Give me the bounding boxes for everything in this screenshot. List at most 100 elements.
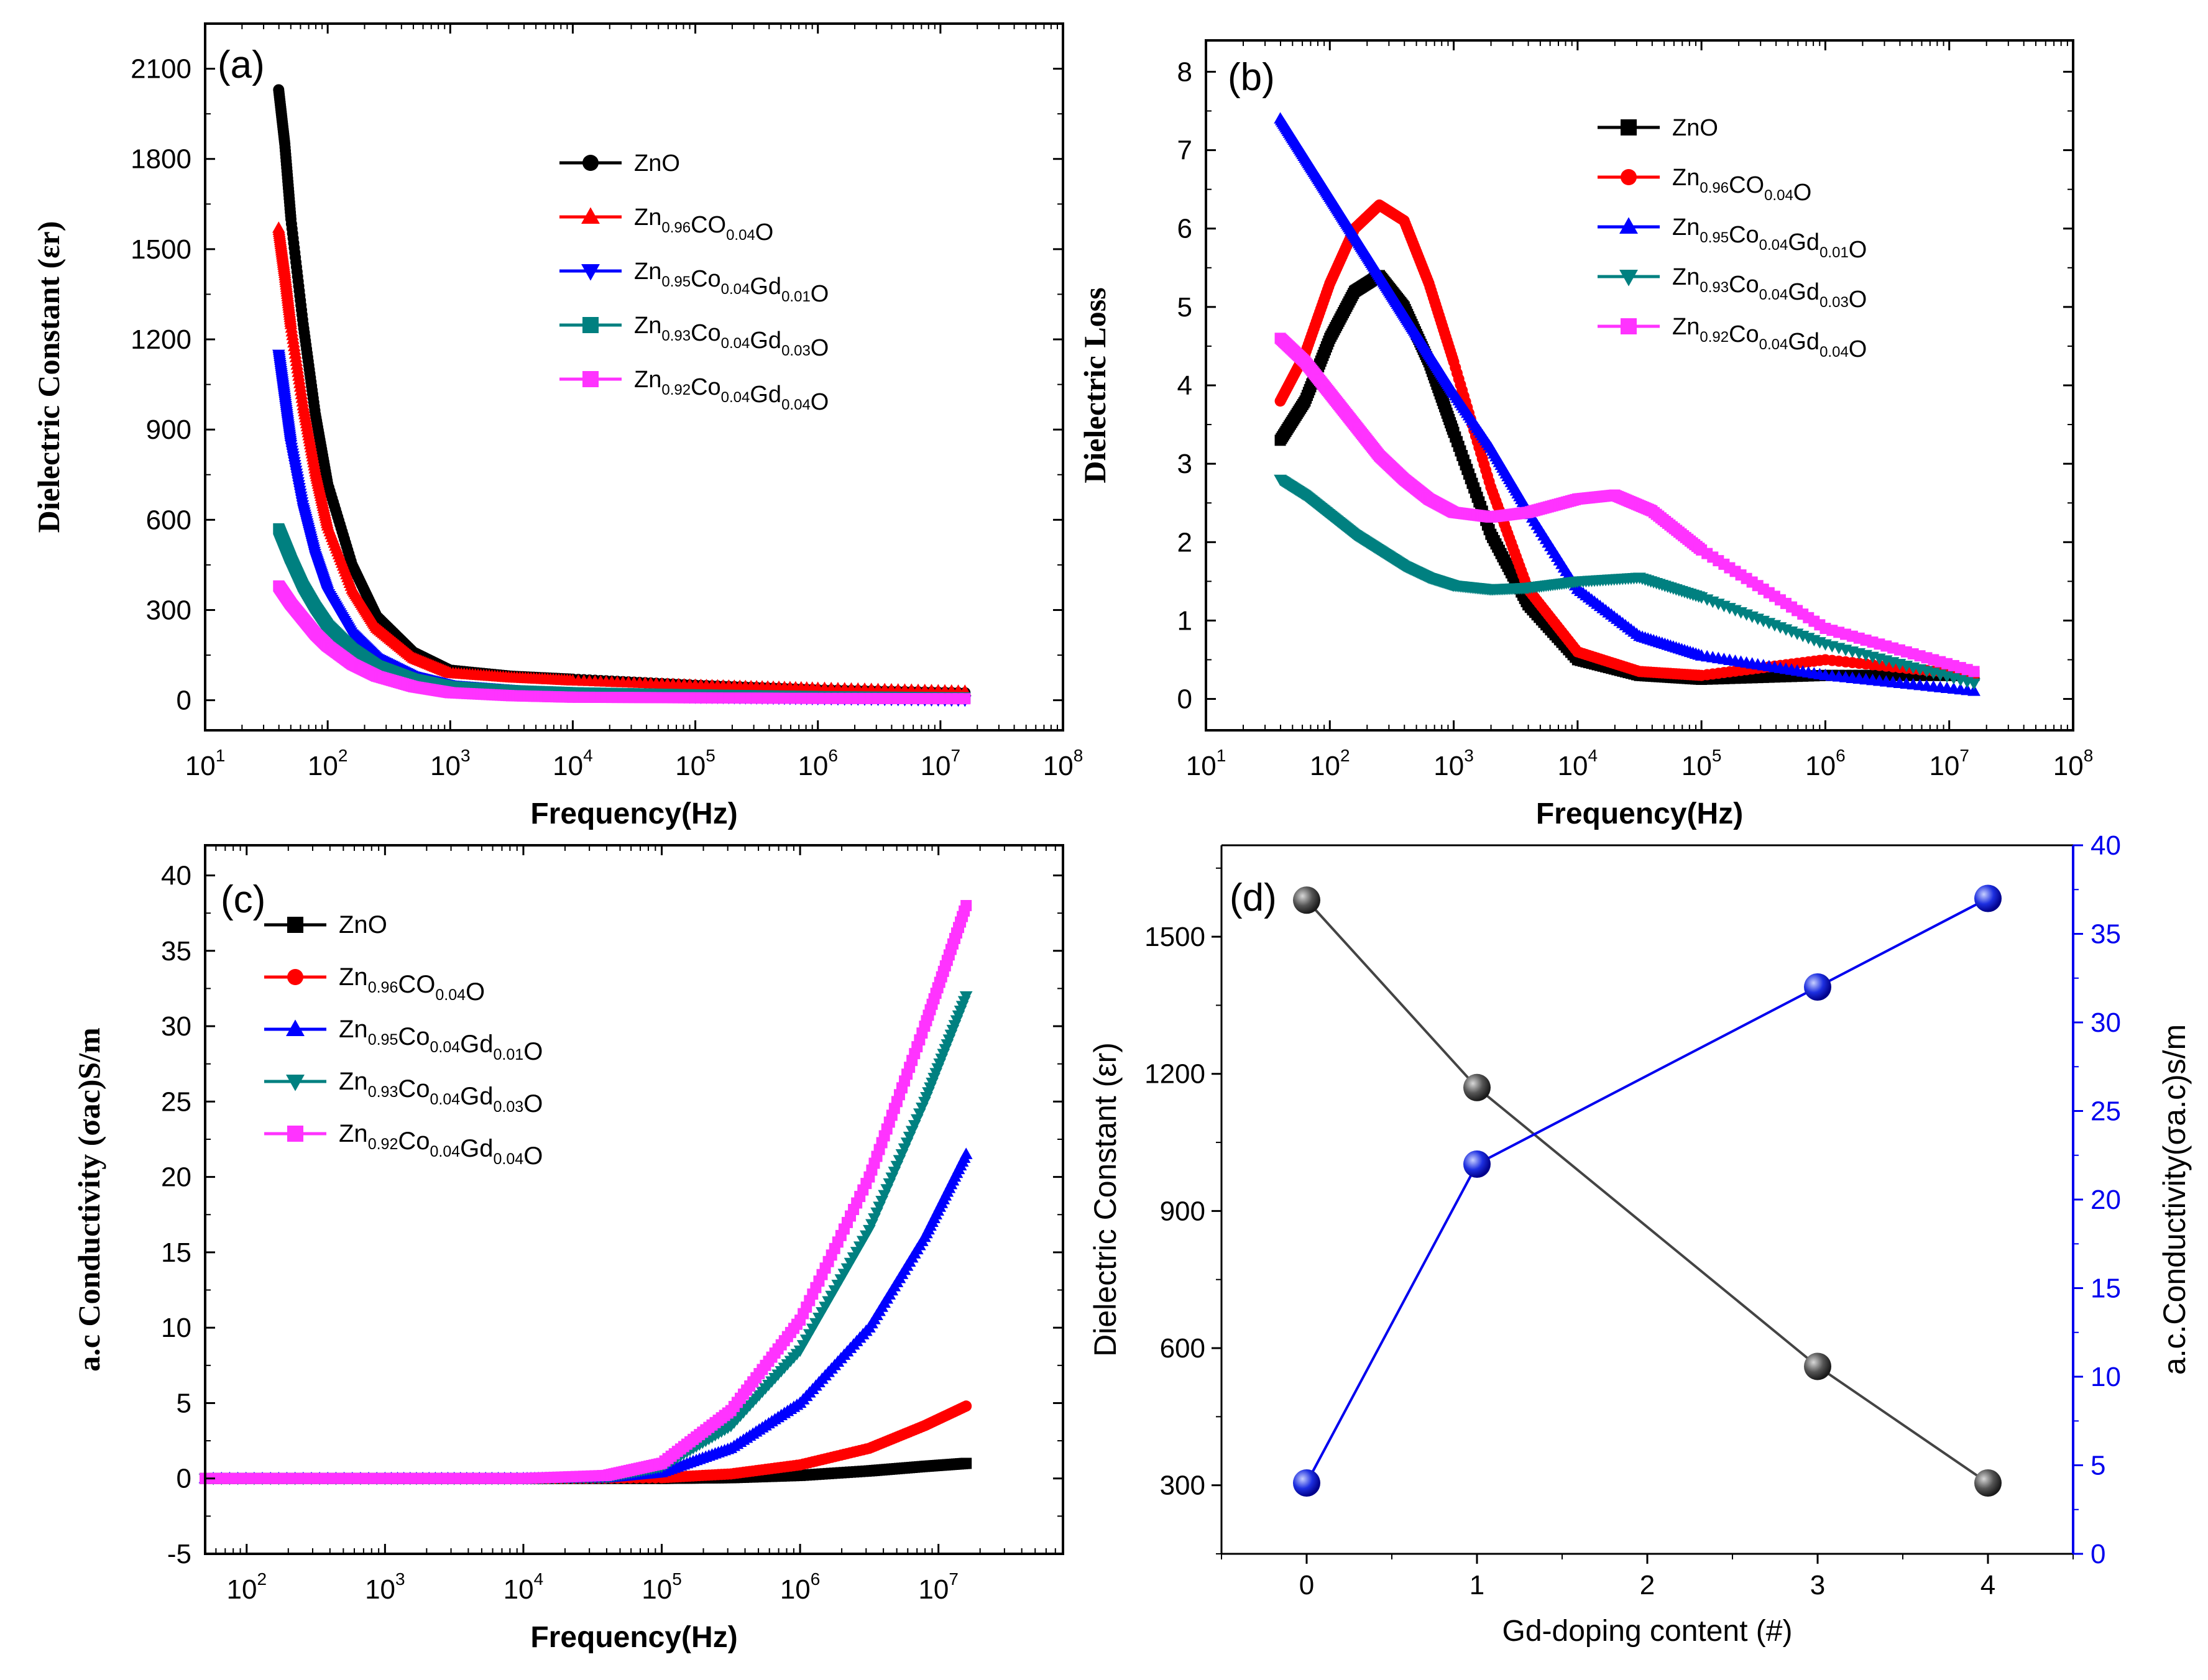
y-right-tick-label: 30: [2091, 1008, 2121, 1038]
legend-text: O: [1700, 115, 1718, 141]
legend-label: Zn0.93Co0.04Gd0.03O: [634, 313, 829, 361]
x-tick-label: 1: [1470, 1570, 1484, 1600]
x-tick-exponent: 3: [461, 746, 471, 765]
data-point: [960, 900, 972, 912]
x-tick-exponent: 6: [1836, 746, 1846, 765]
legend-text: Co: [691, 374, 721, 400]
x-tick-exponent: 5: [706, 746, 715, 765]
x-tick-base: 10: [918, 1574, 949, 1605]
legend-text: CO: [691, 212, 726, 238]
legend-marker: [1619, 269, 1638, 287]
legend-text: Gd: [1788, 329, 1819, 355]
x-tick-label: 104: [1558, 746, 1598, 781]
legend-subscript: 0.04: [726, 227, 755, 244]
legend-subscript: 0.93: [368, 1083, 398, 1101]
legend-label: Zn0.92Co0.04Gd0.04O: [634, 367, 829, 415]
legend-label: Zn0.93Co0.04Gd0.03O: [339, 1068, 543, 1118]
legend-subscript: 0.04: [721, 389, 750, 406]
legend-text: Co: [398, 1127, 430, 1155]
legend-marker: [286, 1019, 305, 1037]
legend-text: Co: [1729, 321, 1759, 347]
x-tick-base: 10: [2053, 751, 2084, 781]
legend-subscript: 0.92: [661, 382, 691, 398]
legend-text: O: [368, 911, 387, 939]
legend-text: O: [1793, 180, 1812, 206]
y-left-tick-label: 600: [1160, 1333, 1205, 1364]
y-tick-label: 30: [161, 1011, 191, 1042]
series-0: [273, 84, 971, 699]
series-line: [1305, 897, 1989, 1484]
legend: ZnOZn0.96CO0.04OZn0.95Co0.04Gd0.01OZn0.9…: [559, 150, 829, 415]
legend-text: O: [755, 219, 774, 246]
legend-text: O: [661, 150, 680, 177]
x-tick-exponent: 5: [672, 1569, 682, 1589]
x-tick-base: 10: [1929, 751, 1959, 781]
data-point: [1974, 884, 2002, 912]
legend-label: ZnO: [1672, 115, 1718, 141]
data-point: [1967, 678, 1980, 691]
y-tick-label: 3: [1177, 449, 1192, 479]
legend-text: Zn: [634, 150, 661, 177]
data-point: [1293, 886, 1320, 914]
legend-label: Zn0.96CO0.04O: [1672, 165, 1811, 206]
data-point: [960, 1400, 972, 1412]
y-tick-label: 1800: [131, 144, 191, 175]
y-tick-label: 6: [1177, 214, 1192, 244]
data-point: [1967, 684, 1980, 696]
panel-b: 101 102 103 104 105 106 107 108012345678Frequen…: [1077, 39, 2093, 830]
legend-text: O: [1849, 336, 1867, 362]
x-tick-label: 102: [227, 1569, 267, 1605]
x-tick-exponent: 8: [1074, 746, 1083, 765]
legend-text: Gd: [1788, 229, 1819, 255]
series-4: [1274, 333, 1980, 677]
data-point: [1463, 1073, 1491, 1101]
legend-text: Gd: [1788, 279, 1819, 305]
legend-text: Co: [1729, 272, 1759, 298]
y-tick-label: 7: [1177, 135, 1192, 166]
legend-label: Zn0.96CO0.04O: [339, 963, 485, 1006]
legend-text: Zn: [1672, 264, 1700, 290]
x-tick-label: 105: [1681, 746, 1722, 781]
plot-frame: [1205, 39, 2074, 732]
legend-subscript: 0.04: [781, 397, 811, 413]
x-tick-exponent: 3: [395, 1569, 405, 1589]
legend-subscript: 0.93: [1700, 279, 1729, 296]
x-tick-label: 103: [430, 746, 471, 781]
y-tick-label: 5: [177, 1388, 191, 1418]
x-tick-label: 103: [1433, 746, 1474, 781]
data-point: [960, 1457, 972, 1469]
legend-text: Gd: [460, 1135, 493, 1162]
y-tick-label: 4: [1177, 370, 1192, 401]
y-tick-label: 600: [146, 505, 191, 535]
legend-text: Zn: [339, 1120, 368, 1147]
y-tick-label: 2: [1177, 527, 1192, 558]
legend-marker: [582, 371, 599, 387]
y-left-tick-label: 300: [1160, 1471, 1205, 1501]
x-tick-label: 108: [1043, 746, 1083, 781]
legend-text: Zn: [339, 963, 368, 991]
legend-text: Co: [398, 1075, 430, 1103]
x-tick-base: 10: [1043, 751, 1074, 781]
legend-subscript: 0.01: [494, 1046, 524, 1063]
y-right-tick-label: 35: [2091, 919, 2121, 950]
legend-subscript: 0.04: [1759, 237, 1788, 254]
x-tick-base: 10: [185, 751, 216, 781]
legend-label: Zn0.95Co0.04Gd0.01O: [634, 259, 829, 307]
y-left-tick-label: 1200: [1144, 1059, 1205, 1090]
legend-text: Co: [1729, 222, 1759, 248]
y-tick-label: 8: [1177, 57, 1192, 87]
legend-subscript: 0.04: [1759, 287, 1788, 303]
series-2: [1274, 112, 1980, 696]
x-tick-base: 10: [1558, 751, 1588, 781]
x-tick-exponent: 1: [1217, 746, 1226, 765]
x-tick-base: 10: [430, 751, 461, 781]
series-1: [272, 221, 972, 696]
x-tick-exponent: 6: [811, 1569, 821, 1589]
x-tick-exponent: 2: [257, 1569, 267, 1589]
legend-subscript: 0.04: [435, 986, 466, 1004]
legend-text: O: [523, 1038, 543, 1065]
y-tick-label: 25: [161, 1086, 191, 1117]
y-tick-label: 20: [161, 1162, 191, 1193]
y-axis-label: Dielectric Loss: [1077, 287, 1112, 483]
data-point: [1293, 1469, 1320, 1497]
